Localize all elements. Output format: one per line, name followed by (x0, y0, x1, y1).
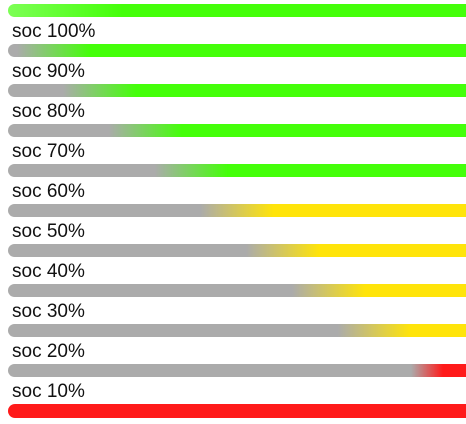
soc-bar-20 (8, 324, 466, 337)
soc-bar-70 (8, 124, 466, 137)
soc-label-100: soc 100% (12, 21, 96, 42)
soc-label-90: soc 90% (12, 61, 85, 82)
soc-label-70: soc 70% (12, 141, 85, 162)
soc-bar-100 (8, 4, 466, 17)
soc-bar-10 (8, 364, 466, 377)
soc-label-40: soc 40% (12, 261, 85, 282)
soc-label-80: soc 80% (12, 101, 85, 122)
soc-label-50: soc 50% (12, 221, 85, 242)
soc-label-30: soc 30% (12, 301, 85, 322)
soc-label-10: soc 10% (12, 381, 85, 402)
soc-bar-80 (8, 84, 466, 97)
soc-bar-60 (8, 164, 466, 177)
soc-bar-30 (8, 284, 466, 297)
soc-label-60: soc 60% (12, 181, 85, 202)
soc-bar-90 (8, 44, 466, 57)
soc-label-20: soc 20% (12, 341, 85, 362)
soc-bar-bottom (8, 404, 466, 418)
soc-bar-50 (8, 204, 466, 217)
soc-bar-40 (8, 244, 466, 257)
